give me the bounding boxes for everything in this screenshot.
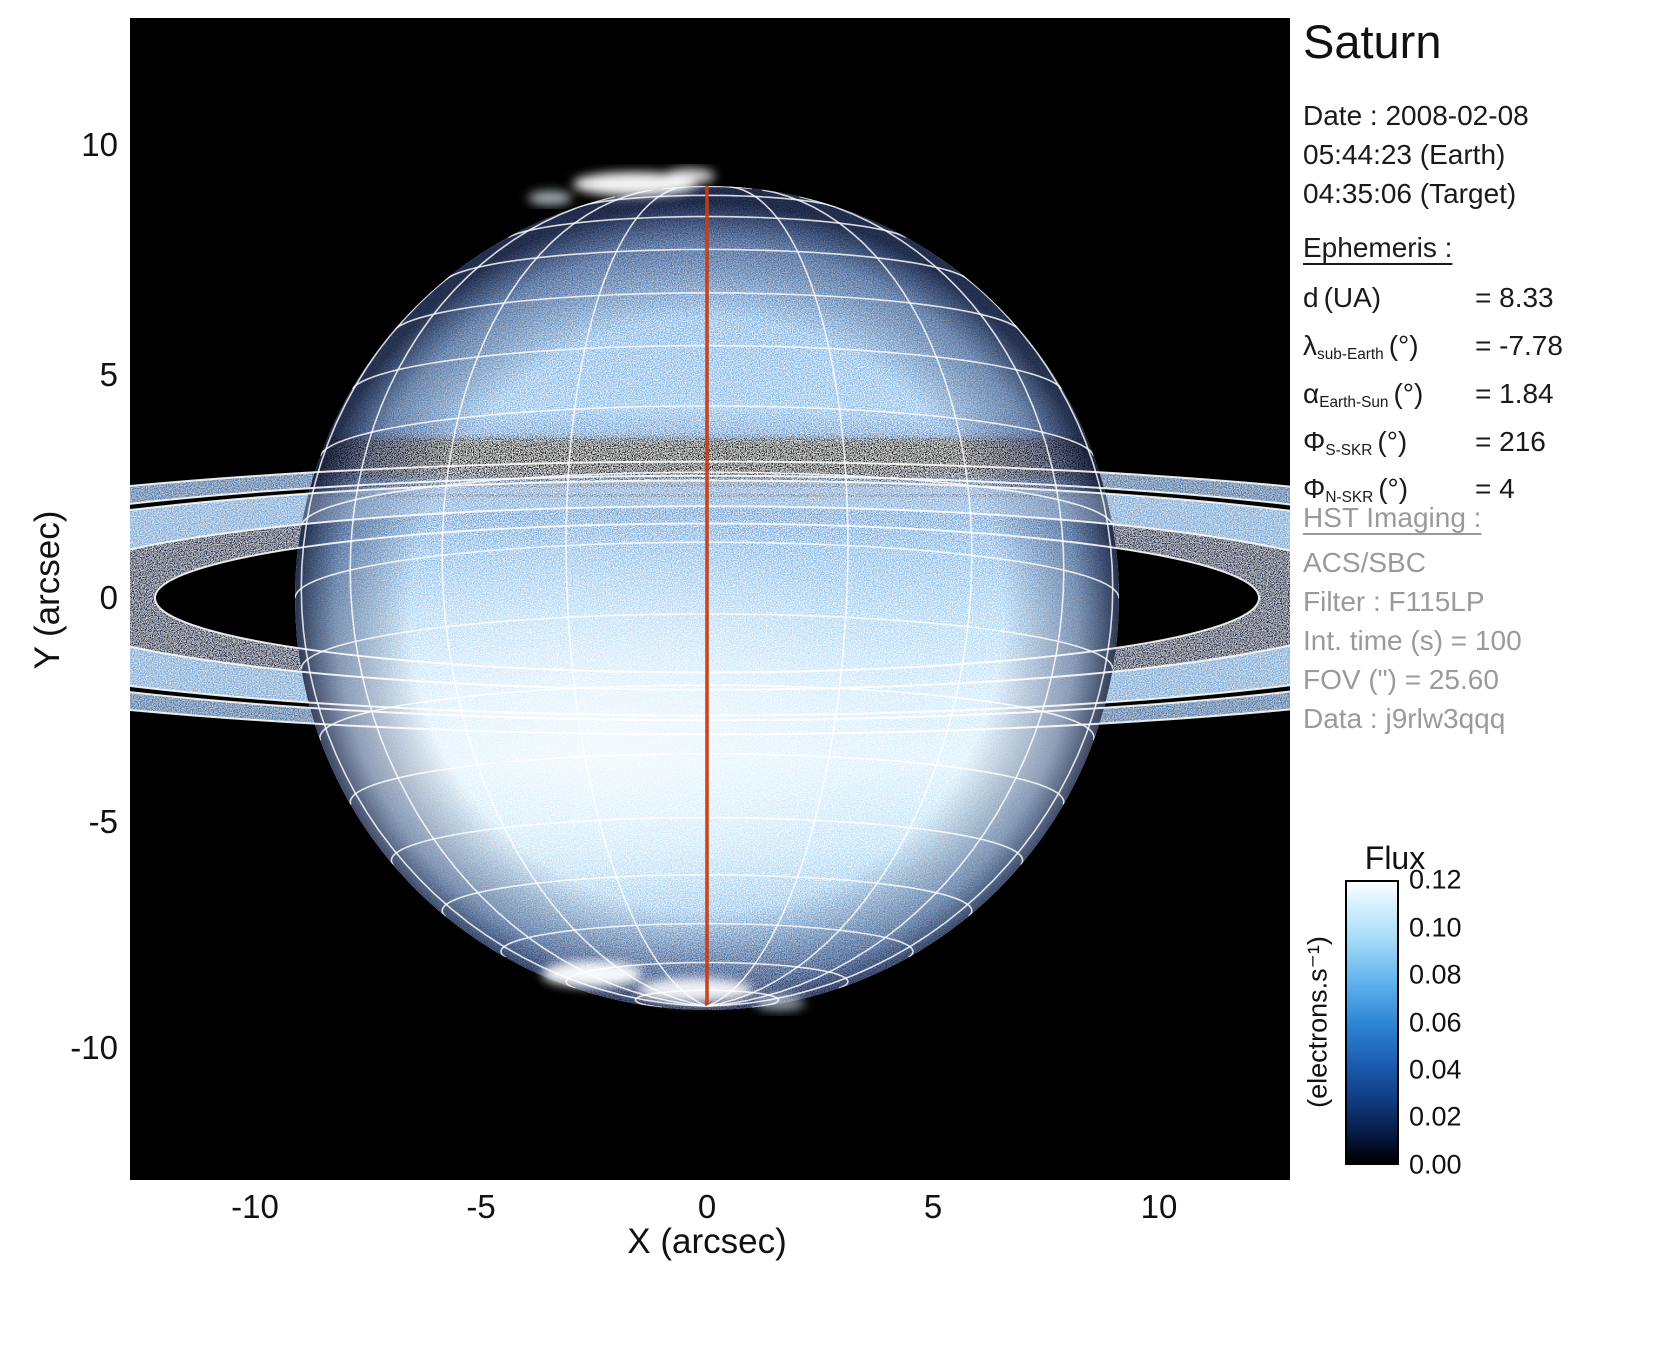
longitude-meridian — [441, 189, 708, 1007]
hst-imaging-block: HST Imaging : ACS/SBC Filter : F115LP In… — [1303, 498, 1522, 738]
hst-heading: HST Imaging : — [1303, 502, 1482, 533]
page-title: Saturn — [1303, 15, 1442, 68]
x-tick-label: -5 — [466, 1188, 496, 1225]
ephemeris-row-distance: d (UA) = 8.33 — [1303, 282, 1554, 313]
flux-colorbar — [1345, 880, 1399, 1165]
x-tick-label: 5 — [923, 1188, 943, 1225]
colorbar-tick: 0.06 — [1409, 1007, 1462, 1037]
x-tick-label: 10 — [1140, 1188, 1178, 1225]
colorbar-tick: 0.00 — [1409, 1149, 1462, 1180]
observation-date: Date : 2008-02-08 — [1303, 100, 1529, 131]
hst-fov: FOV (") = 25.60 — [1303, 664, 1499, 695]
ephemeris-row-subearth-lat: λsub-Earth (°) = -7.78 — [1303, 329, 1563, 363]
saturn-image-plot — [130, 18, 1290, 1180]
planet-grid-overlay — [295, 186, 1119, 1009]
ephemeris-row-s-skr: ΦS-SKR (°) = 216 — [1303, 425, 1546, 459]
colorbar-tick: 0.12 — [1409, 864, 1462, 895]
saturn-svg — [130, 18, 1290, 1180]
longitude-meridian — [706, 274, 1114, 1007]
observation-times: Date : 2008-02-08 05:44:23 (Earth) 04:35… — [1303, 96, 1529, 213]
y-tick-label: 5 — [99, 356, 118, 393]
longitude-meridian — [565, 186, 708, 1007]
longitude-meridian — [706, 189, 973, 1007]
earth-time: 05:44:23 (Earth) — [1303, 139, 1506, 170]
hst-data-id: Data : j9rlw3qqq — [1303, 703, 1506, 734]
colorbar-tick: 0.04 — [1409, 1054, 1462, 1085]
saturn-rings — [130, 461, 1290, 735]
ephemeris-row-phase-angle: αEarth-Sun (°) = 1.84 — [1303, 377, 1554, 411]
y-tick-label: 10 — [81, 126, 118, 163]
longitude-meridian — [300, 274, 708, 1007]
y-tick-label: -10 — [70, 1029, 118, 1066]
hst-int-time: Int. time (s) = 100 — [1303, 625, 1522, 656]
longitude-meridian — [706, 186, 849, 1007]
longitude-meridian — [706, 195, 1065, 1007]
x-tick-label: -10 — [231, 1188, 279, 1225]
info-panel: Saturn Date : 2008-02-08 05:44:23 (Earth… — [1303, 0, 1676, 1367]
north-aurora — [528, 168, 715, 205]
x-tick-label: 0 — [697, 1188, 717, 1225]
colorbar-tick: 0.08 — [1409, 959, 1462, 990]
y-tick-label: 0 — [99, 579, 118, 616]
target-time: 04:35:06 (Target) — [1303, 178, 1517, 209]
longitude-meridian — [349, 195, 708, 1007]
ring-b — [130, 480, 1290, 716]
colorbar-units-label: (electrons.s⁻¹) — [1302, 936, 1333, 1108]
colorbar-tick: 0.10 — [1409, 912, 1462, 942]
y-axis-title: Y (arcsec) — [28, 510, 67, 670]
hst-filter: Filter : F115LP — [1303, 586, 1485, 617]
y-tick-label: -5 — [88, 803, 118, 840]
ephemeris-heading: Ephemeris : — [1303, 232, 1453, 263]
hst-instrument: ACS/SBC — [1303, 547, 1426, 578]
colorbar-tick: 0.02 — [1409, 1101, 1462, 1132]
colorbar-title: Flux — [1364, 840, 1426, 876]
ring-a — [130, 461, 1290, 735]
colorbar-tick-labels: 0.12 0.10 0.08 0.06 0.04 0.02 0.00 — [1409, 865, 1509, 1180]
ephemeris-block: Ephemeris : d (UA) = 8.33 λsub-Earth (°) =… — [1303, 232, 1563, 517]
ephemeris-row-n-skr: ΦN-SKR (°) = 4 — [1303, 473, 1515, 507]
x-axis-title: X (arcsec) — [627, 1222, 787, 1261]
